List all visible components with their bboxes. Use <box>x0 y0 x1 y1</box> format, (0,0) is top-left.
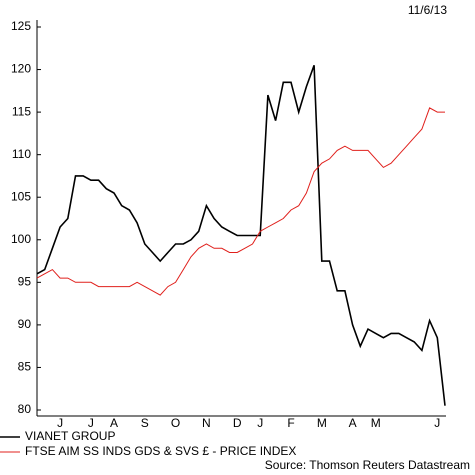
x-tick-label: A <box>349 416 357 430</box>
y-tick-label: 80 <box>18 402 32 416</box>
x-tick-label: M <box>317 416 327 430</box>
legend-label: FTSE AIM SS INDS GDS & SVS £ - PRICE IND… <box>25 444 296 458</box>
x-tick-label: J <box>257 416 263 430</box>
x-tick-label: J <box>434 416 440 430</box>
y-tick-label: 95 <box>18 275 32 289</box>
x-tick-label: F <box>287 416 294 430</box>
y-tick-label: 90 <box>18 317 32 331</box>
y-tick-label: 115 <box>12 104 31 118</box>
y-tick-label: 110 <box>12 147 31 161</box>
x-tick-label: O <box>171 416 180 430</box>
series-line <box>36 65 446 406</box>
x-tick-label: A <box>110 416 118 430</box>
x-tick-label: J <box>57 416 63 430</box>
x-tick-label: D <box>233 416 242 430</box>
x-tick-label: N <box>202 416 211 430</box>
y-tick-label: 100 <box>11 232 31 246</box>
y-tick-label: 85 <box>18 360 32 374</box>
date: 11/6/13 <box>408 3 447 17</box>
x-tick-label: M <box>371 416 381 430</box>
series-line <box>36 107 445 296</box>
legend-label: VIANET GROUP <box>25 429 115 443</box>
y-tick-label: 120 <box>11 62 31 76</box>
x-tick-label: J <box>88 416 94 430</box>
y-tick-label: 105 <box>11 189 31 203</box>
source: Source: Thomson Reuters Datastream <box>265 458 470 472</box>
x-tick-label: S <box>141 416 149 430</box>
y-tick-label: 125 <box>11 19 31 33</box>
